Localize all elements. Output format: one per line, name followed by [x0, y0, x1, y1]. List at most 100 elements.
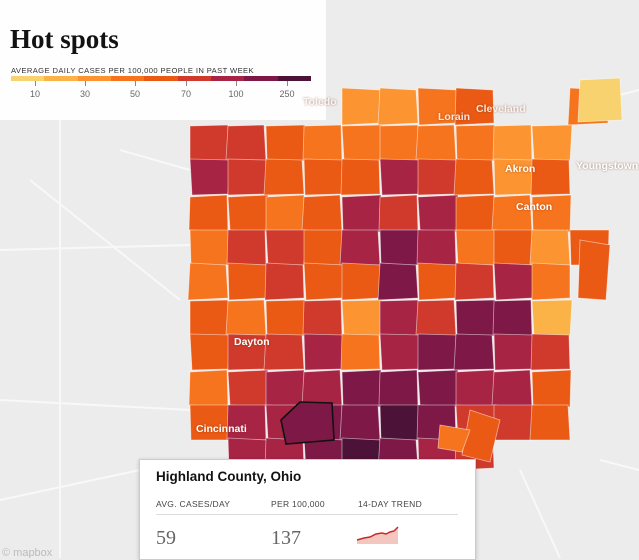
county-shape[interactable] — [265, 194, 305, 233]
county-shape[interactable] — [491, 369, 533, 408]
county-shape[interactable] — [379, 299, 419, 337]
county-shape[interactable] — [303, 333, 344, 371]
county-shape[interactable] — [189, 158, 231, 196]
county-shape[interactable] — [265, 124, 306, 162]
county-shape[interactable] — [341, 194, 382, 233]
county-shape[interactable] — [187, 262, 229, 301]
county-shape[interactable] — [189, 333, 231, 371]
county-shape[interactable] — [341, 124, 383, 162]
county-shape[interactable] — [417, 369, 459, 408]
legend-swatch — [11, 76, 45, 81]
county-shape[interactable] — [264, 262, 305, 301]
county-shape[interactable] — [417, 158, 457, 196]
city-label-canton: Canton — [516, 201, 553, 213]
county-shape[interactable] — [302, 124, 343, 162]
county-shape[interactable] — [188, 194, 229, 233]
county-shape[interactable] — [227, 369, 269, 408]
county-shape[interactable] — [341, 369, 382, 408]
county-shape[interactable] — [339, 404, 381, 441]
county-shape[interactable] — [379, 158, 421, 196]
county-shape[interactable] — [454, 262, 495, 301]
county-shape[interactable] — [263, 158, 305, 196]
legend-tick — [287, 81, 288, 86]
county-shape[interactable] — [493, 333, 534, 371]
county-shape[interactable] — [340, 333, 381, 371]
county-shape[interactable] — [455, 194, 495, 233]
county-shape[interactable] — [303, 262, 345, 301]
county-shape[interactable] — [341, 262, 381, 301]
county-shape[interactable] — [263, 333, 305, 371]
county-shape[interactable] — [455, 369, 495, 408]
county-shape[interactable] — [379, 404, 420, 441]
county-shape[interactable] — [227, 262, 268, 301]
legend-swatch — [110, 76, 145, 81]
city-label-cleveland: Cleveland — [476, 103, 526, 115]
county-shape[interactable] — [339, 229, 381, 266]
county-shape[interactable] — [227, 194, 269, 233]
legend-tick-label: 10 — [29, 89, 41, 99]
county-shape[interactable] — [531, 299, 573, 337]
tooltip-avg-value: 59 — [156, 527, 176, 549]
county-shape[interactable] — [416, 229, 457, 266]
county-shape[interactable] — [415, 124, 457, 162]
county-shape[interactable] — [493, 229, 533, 266]
county-shape[interactable] — [188, 369, 229, 408]
county-tooltip: Highland County, Ohio AVG. CASES/DAY PER… — [139, 459, 476, 560]
county-shape[interactable] — [415, 299, 457, 337]
county-shape[interactable] — [379, 229, 420, 266]
county-shape[interactable] — [492, 124, 533, 162]
county-shape[interactable] — [417, 262, 458, 301]
county-shape[interactable] — [377, 262, 419, 301]
county-shape[interactable] — [492, 299, 533, 337]
county-shape[interactable] — [531, 124, 573, 162]
county-shape[interactable] — [302, 299, 343, 337]
legend-tick — [186, 81, 187, 86]
county-shape[interactable] — [303, 229, 343, 266]
county-shape[interactable] — [377, 87, 419, 126]
county-shape[interactable] — [454, 87, 495, 126]
county-shape[interactable] — [529, 404, 571, 441]
county-shape[interactable] — [340, 158, 381, 196]
county-shape[interactable] — [453, 158, 495, 196]
county-shape[interactable] — [379, 333, 421, 371]
county-shape[interactable] — [189, 299, 229, 337]
tooltip-trend-label: 14-DAY TREND — [358, 499, 423, 509]
county-shape[interactable] — [417, 194, 459, 233]
county-shape[interactable] — [301, 194, 343, 233]
county-shape[interactable] — [303, 158, 344, 196]
city-label-lorain: Lorain — [438, 111, 471, 123]
county-shape[interactable] — [378, 194, 419, 233]
county-shape[interactable] — [531, 369, 572, 408]
city-label-dayton: Dayton — [234, 336, 270, 348]
county-shape[interactable] — [577, 239, 611, 301]
tooltip-per-value: 137 — [271, 527, 301, 549]
county-shape[interactable] — [265, 229, 307, 266]
county-shape[interactable] — [437, 424, 471, 453]
county-shape[interactable] — [455, 124, 496, 162]
highland-county-shape[interactable] — [280, 401, 335, 445]
county-shape[interactable] — [227, 158, 267, 196]
county-shape[interactable] — [417, 333, 457, 371]
county-shape[interactable] — [225, 124, 267, 162]
county-shape[interactable] — [455, 229, 497, 266]
county-shape[interactable] — [226, 229, 267, 266]
county-shape[interactable] — [529, 229, 571, 266]
county-shape[interactable] — [225, 299, 267, 337]
county-shape[interactable] — [455, 299, 496, 337]
county-shape[interactable] — [265, 369, 305, 408]
county-shape[interactable] — [341, 299, 383, 337]
county-shape[interactable] — [379, 124, 419, 162]
county-shape[interactable] — [493, 262, 535, 301]
county-shape[interactable] — [530, 333, 571, 371]
county-shape[interactable] — [189, 229, 230, 266]
county-shape[interactable] — [577, 77, 623, 123]
county-shape[interactable] — [341, 87, 381, 126]
county-shape[interactable] — [453, 333, 495, 371]
county-shape[interactable] — [378, 369, 419, 408]
highland-county-highlight[interactable] — [280, 401, 335, 445]
county-shape[interactable] — [531, 262, 571, 301]
county-shape[interactable] — [265, 299, 306, 337]
county-shape[interactable] — [189, 124, 229, 162]
county-shape[interactable] — [530, 158, 571, 196]
legend-tick — [135, 81, 136, 86]
